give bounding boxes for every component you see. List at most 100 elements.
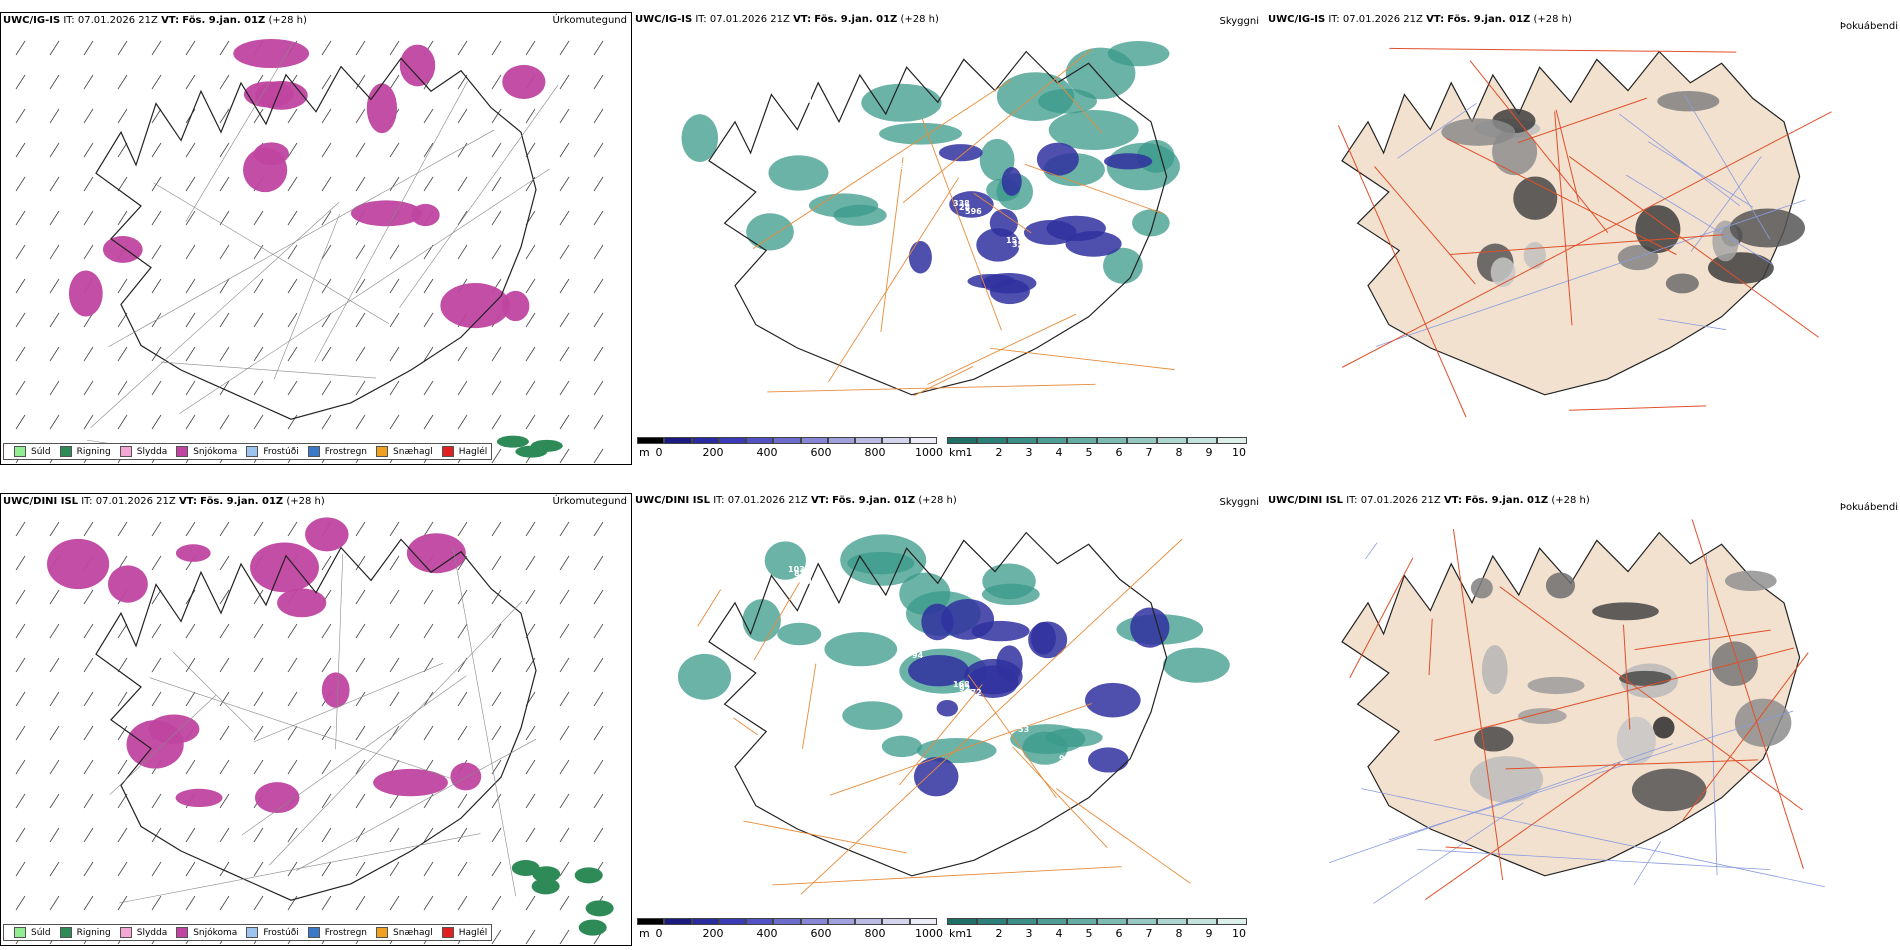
cloudbase-value-label: 93 (900, 162, 911, 171)
wind-barb (15, 827, 26, 843)
precip-map (15, 517, 614, 945)
wind-barb (389, 861, 400, 877)
wind-barb (287, 895, 298, 911)
wind-barb (253, 278, 264, 294)
wind-barb (525, 380, 536, 396)
cloudbase-value-label: 35 (1012, 240, 1024, 249)
road-line (452, 547, 517, 897)
wind-barb (219, 895, 230, 911)
wind-barb (49, 657, 60, 673)
wind-barb (83, 40, 94, 56)
road-line (697, 589, 722, 627)
cloudbase-value-label: 79 (800, 92, 812, 101)
wind-barb (321, 108, 332, 124)
road-line (153, 182, 390, 325)
wind-barb (389, 895, 400, 911)
cloudbase-value-label: 984 (859, 614, 876, 623)
wind-barb (15, 521, 26, 537)
colorbar-tick: 400 (756, 446, 778, 459)
fog-area (1545, 572, 1576, 599)
colorbar-tick: 600 (810, 446, 832, 459)
cloudbase-area (1036, 142, 1079, 176)
wind-barb (151, 555, 162, 571)
wind-barb (151, 346, 162, 362)
fog-map (1337, 47, 1832, 418)
wind-barb (219, 142, 230, 158)
wind-barb (49, 346, 60, 362)
cloudbase-value-label: 157 (1006, 236, 1023, 245)
wind-barb (287, 108, 298, 124)
fog-area (1523, 241, 1546, 269)
colorbar-tick: 1000 (915, 927, 943, 940)
panel-title: Þokuábendi (1839, 502, 1898, 513)
wind-barb (321, 210, 332, 226)
wind-barb (593, 74, 604, 90)
wind-barb (219, 759, 230, 775)
colorbar-tick: 200 (702, 927, 724, 940)
colorbar-segment (637, 437, 665, 444)
wind-barb (423, 861, 434, 877)
road-line (1434, 647, 1795, 741)
road-line (1389, 47, 1737, 53)
river-line (1364, 542, 1378, 560)
wind-barb (117, 861, 128, 877)
snow-area (321, 672, 350, 708)
wind-barb (83, 312, 94, 328)
colorbar-segment (718, 918, 747, 925)
visibility-area (1103, 247, 1143, 284)
wind-barb (491, 40, 502, 56)
wind-barb (321, 346, 332, 362)
wind-barb (253, 725, 264, 741)
wind-barb (253, 521, 264, 537)
legend-swatch (307, 446, 320, 457)
lead-time: (+28 h) (1533, 14, 1572, 25)
wind-barb (117, 74, 128, 90)
wind-barb (559, 759, 570, 775)
wind-barb (559, 346, 570, 362)
vt-label: VT: (178, 496, 197, 507)
wind-barb (491, 346, 502, 362)
wind-barb (423, 827, 434, 843)
fog-area (1470, 577, 1493, 599)
fog-area (1652, 716, 1675, 739)
wind-barb (559, 448, 570, 464)
wind-barb (457, 725, 468, 741)
legend-swatch (307, 927, 320, 938)
wind-barb (389, 691, 400, 707)
wind-barb (593, 176, 604, 192)
colorbar-segment (1067, 437, 1097, 444)
coastline (95, 57, 537, 420)
vt-label: VT: (810, 495, 829, 506)
cloudbase-area (1023, 219, 1077, 245)
it-label: IT: (63, 15, 75, 26)
lead-time: (+28 h) (918, 495, 957, 506)
wind-barb (287, 725, 298, 741)
wind-barb (185, 346, 196, 362)
wind-barb (593, 380, 604, 396)
colorbar-tick: 4 (1055, 927, 1063, 940)
wind-barb (151, 521, 162, 537)
wind-barb (389, 380, 400, 396)
legend-label: Slydda (136, 446, 168, 457)
it-label: IT: (1328, 14, 1340, 25)
fog-area (1527, 676, 1585, 695)
wind-barb (185, 521, 196, 537)
cloudbase-value-label: 198 (847, 606, 864, 615)
model-name: UWC/DINI ISL (1268, 495, 1344, 506)
cloudbase-area (1030, 621, 1056, 655)
precip-legend: Súld Rigning Slydda Snjókoma Frostúði Frostre… (3, 924, 493, 941)
colorbar-segment (947, 918, 977, 925)
cloudbase-area (921, 603, 954, 641)
road-line (1555, 109, 1580, 203)
wind-barb (491, 589, 502, 605)
road-line (1622, 624, 1631, 730)
colorbar-tick: 10 (1232, 446, 1246, 459)
vt-label: VT: (1443, 495, 1462, 506)
wind-barb (593, 414, 604, 430)
road-line (1012, 746, 1108, 849)
wind-barb (389, 793, 400, 809)
wind-barb (287, 521, 298, 537)
wind-barb (151, 414, 162, 430)
wind-barb (491, 244, 502, 260)
wind-barb (219, 74, 230, 90)
